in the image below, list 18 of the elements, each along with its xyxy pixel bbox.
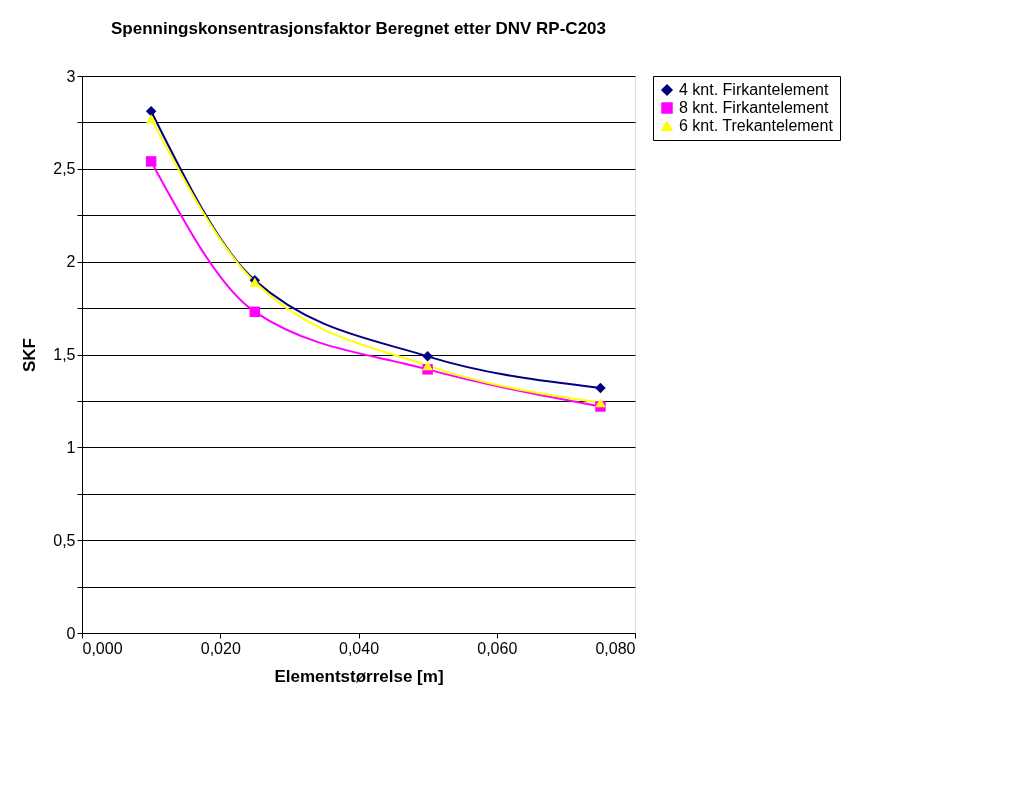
y-tick-label: 1 (66, 438, 76, 456)
legend-label: 4 knt. Firkantelement (679, 81, 829, 98)
y-axis-title: SKF (20, 338, 40, 372)
x-tick-label: 0,000 (82, 639, 123, 657)
x-tick-label: 0,020 (200, 639, 241, 657)
y-tick-label: 1,5 (53, 346, 76, 363)
y-tick-label: 3 (66, 67, 76, 85)
y-tick-label: 2,5 (53, 160, 76, 178)
x-tick-label: 0,080 (595, 639, 636, 657)
y-tick-label: 0,5 (53, 531, 76, 549)
y-tick-label: 2 (66, 253, 76, 271)
x-axis-title: Elementstørrelse [m] (274, 666, 444, 686)
legend-label: 8 knt. Firkantelement (679, 99, 829, 116)
x-tick-label: 0,040 (338, 639, 380, 657)
x-tick-label: 0,060 (477, 639, 518, 657)
chart-title: Spenningskonsentrasjonsfaktor Beregnet etter DNV RP-C203 (110, 19, 607, 38)
y-tick-label: 0 (66, 624, 76, 642)
legend-label: 6 knt. Trekantelement (679, 117, 834, 134)
